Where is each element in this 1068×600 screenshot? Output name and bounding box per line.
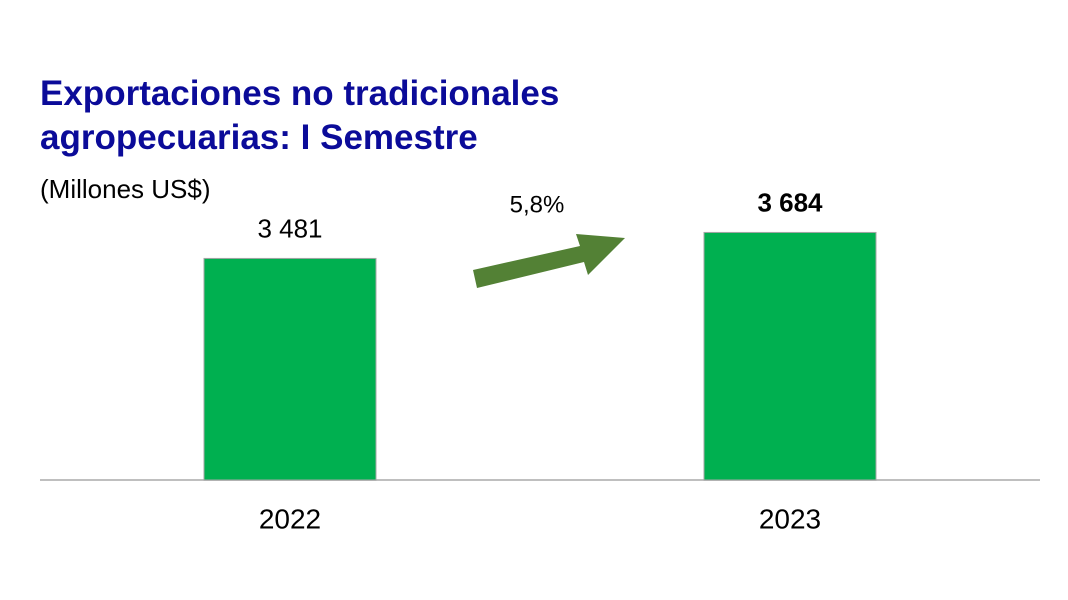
x-tick-label: 2022: [259, 503, 321, 534]
chart-title: Exportaciones no tradicionales agropecua…: [40, 74, 560, 157]
value-label: 3 481: [257, 213, 322, 243]
bar: [703, 231, 877, 481]
value-label: 3 684: [757, 187, 823, 217]
annotation: 5,8%: [510, 191, 565, 218]
bar: [203, 257, 377, 481]
x-tick-label: 2023: [759, 503, 821, 534]
chart-subtitle: (Millones US$): [40, 174, 211, 204]
growth-arrow: [473, 234, 625, 288]
